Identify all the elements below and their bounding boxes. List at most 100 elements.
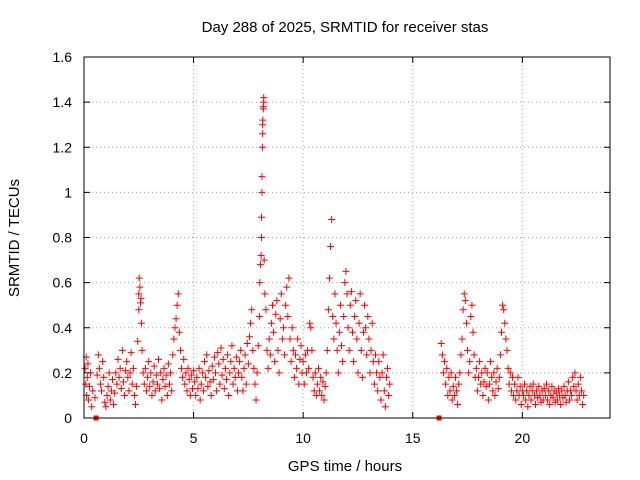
data-point — [88, 403, 96, 411]
data-point — [171, 324, 179, 332]
data-point — [453, 387, 461, 395]
data-point — [142, 387, 150, 395]
data-point — [574, 380, 582, 388]
data-point — [540, 385, 548, 393]
data-point — [179, 373, 187, 381]
data-point — [321, 382, 329, 390]
data-point — [263, 346, 271, 354]
data-point — [444, 391, 452, 399]
data-point — [578, 387, 586, 395]
data-point — [212, 369, 219, 377]
data-point — [258, 173, 266, 181]
data-point — [266, 351, 274, 359]
data-point — [130, 391, 138, 399]
data-point — [270, 328, 278, 336]
data-point — [141, 364, 149, 372]
data-point — [157, 369, 165, 377]
data-point — [84, 360, 92, 368]
data-point — [377, 396, 385, 404]
data-point — [329, 312, 337, 320]
data-point — [569, 373, 577, 381]
data-point — [464, 346, 472, 354]
data-point — [299, 358, 307, 366]
data-point — [498, 328, 506, 336]
grid-lines — [84, 57, 610, 418]
data-point — [123, 358, 131, 366]
data-point — [441, 358, 449, 366]
data-point — [214, 349, 222, 357]
data-point — [531, 400, 539, 408]
data-point — [118, 346, 126, 354]
data-point — [236, 358, 244, 366]
data-point — [324, 306, 332, 314]
data-point — [274, 346, 282, 354]
data-point — [286, 335, 294, 343]
data-point — [222, 376, 230, 384]
data-point — [450, 391, 458, 399]
data-point — [237, 346, 245, 354]
data-point — [277, 290, 285, 298]
data-point — [181, 380, 189, 388]
data-point — [333, 346, 341, 354]
data-point — [164, 360, 172, 368]
data-point — [319, 378, 327, 386]
data-point — [195, 364, 203, 372]
data-point — [488, 373, 496, 381]
data-point — [176, 346, 184, 354]
data-point — [469, 328, 477, 336]
data-point — [485, 380, 493, 388]
data-point — [129, 364, 137, 372]
data-point — [247, 319, 255, 327]
data-point — [108, 376, 116, 384]
data-point — [82, 380, 90, 388]
data-point — [203, 351, 211, 359]
data-point — [194, 385, 202, 393]
data-point — [446, 387, 454, 395]
data-point — [490, 369, 498, 377]
data-point — [102, 403, 110, 411]
data-point — [244, 360, 252, 368]
data-point — [225, 391, 233, 399]
data-point — [361, 301, 369, 309]
data-point — [521, 380, 529, 388]
data-point — [113, 380, 121, 388]
data-point — [300, 380, 308, 388]
data-point — [101, 398, 109, 406]
data-point — [103, 391, 111, 399]
data-point — [282, 301, 290, 309]
y-tick-label: 0.6 — [53, 275, 73, 291]
data-point — [565, 396, 573, 404]
data-point — [557, 400, 565, 408]
data-point — [281, 351, 289, 359]
data-point — [174, 290, 182, 298]
data-point — [276, 315, 284, 323]
data-point — [261, 290, 269, 298]
data-point — [133, 382, 141, 390]
data-point — [476, 358, 484, 366]
data-point — [456, 369, 464, 377]
data-point — [104, 382, 112, 390]
data-point — [147, 369, 155, 377]
data-point — [84, 396, 92, 404]
data-point — [182, 369, 190, 377]
data-point — [290, 373, 298, 381]
data-point — [283, 283, 291, 291]
data-point — [494, 385, 502, 393]
data-point — [224, 351, 232, 359]
data-point — [256, 261, 264, 269]
data-point — [344, 324, 352, 332]
data-point — [254, 342, 262, 350]
data-point — [124, 373, 132, 381]
data-point — [89, 387, 97, 395]
data-point — [271, 358, 279, 366]
data-point — [437, 340, 445, 348]
data-point — [121, 391, 129, 399]
data-point — [134, 337, 142, 345]
data-point — [205, 367, 213, 375]
data-point — [161, 382, 169, 390]
data-point — [306, 319, 314, 327]
data-point — [309, 373, 317, 381]
data-point — [139, 369, 147, 377]
data-point — [470, 351, 478, 359]
data-point — [385, 391, 393, 399]
